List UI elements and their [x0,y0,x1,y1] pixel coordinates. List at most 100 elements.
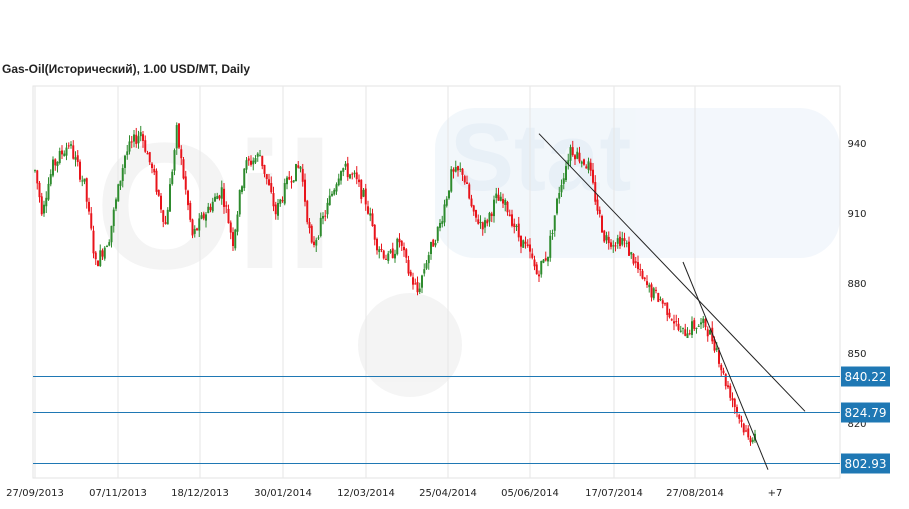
candle [299,166,302,173]
candle-body [369,213,372,216]
candle [598,206,601,218]
candle [641,268,644,280]
candle [369,207,372,222]
candle-body [661,300,664,304]
candle [430,241,432,260]
candle [427,251,430,270]
candle [346,156,349,181]
candle-body [378,249,381,253]
candle-body [297,165,300,168]
candle-body [160,195,162,210]
candle [454,160,457,173]
watermark-drop [358,293,462,397]
candle [358,174,360,188]
candle-body [412,277,414,285]
candle-body [216,196,219,200]
candle [340,170,342,185]
level-label-box [841,453,890,474]
level-label: 840.22 [845,370,887,384]
candle [652,286,655,301]
candle-body [198,218,201,231]
candle [81,175,84,187]
candle [178,123,180,150]
candle [655,286,657,294]
candle [229,220,232,240]
candle-body [677,323,680,330]
candle [337,173,340,187]
candle [175,122,178,155]
candle-body [351,173,354,175]
candle [556,197,558,216]
candle-body [43,204,45,214]
candle-body [553,215,556,231]
candle [238,189,241,217]
candle-body [34,170,36,172]
candle-body [580,161,583,164]
candle-body [448,190,450,199]
candle [736,404,738,418]
candle [740,415,743,428]
candle-body [47,183,50,200]
candle [380,243,383,253]
candle-body [54,159,57,166]
candle [511,209,513,228]
candle-body [430,241,432,255]
candle-body [601,215,603,233]
candle [274,201,277,220]
candle-body [650,284,653,298]
candle-body [693,320,696,329]
candle-body [389,250,392,253]
candle [738,413,741,424]
candle [360,179,363,204]
candle [349,173,351,180]
candle-body [702,318,705,324]
candle-body [189,202,192,220]
candle [497,187,500,201]
candle-body [477,219,480,224]
candle-body [153,168,156,173]
candle-body [394,253,396,259]
candle [657,292,660,303]
candle [733,397,736,414]
candle [481,221,484,236]
candle [490,211,493,223]
candle [295,163,297,182]
candle [209,203,212,213]
candle-body [225,205,228,207]
candle-body [256,153,259,157]
candle-body [463,176,466,183]
candle [688,329,691,336]
candle [61,145,63,159]
candle [220,180,223,205]
candle [488,211,491,227]
candle-body [499,196,502,201]
candle [421,274,423,294]
x-tick-label: 12/03/2014 [337,488,395,499]
candle [479,215,482,229]
candle-body [470,198,473,207]
candle-body [569,147,572,161]
candle [499,192,502,202]
candle-body [358,179,360,183]
candle [211,197,214,213]
candle-body [279,199,282,204]
horizontal-levels: 840.22 824.79 802.93 [33,366,890,474]
candle [133,130,135,148]
candle [387,250,390,264]
candle [603,229,606,243]
candle [673,314,675,331]
x-tick-label: 27/08/2014 [666,488,724,499]
candle [682,327,684,335]
y-tick-label: 910 [847,209,866,220]
candle-body [283,182,286,204]
candle [216,192,219,200]
candle-body [94,252,97,260]
candle [583,158,585,166]
candle-body [666,302,669,315]
candle [515,224,518,231]
candle [639,263,642,277]
candle-body [76,155,79,162]
candle [587,157,590,174]
candle-body [479,221,482,223]
candle-body [639,268,642,270]
